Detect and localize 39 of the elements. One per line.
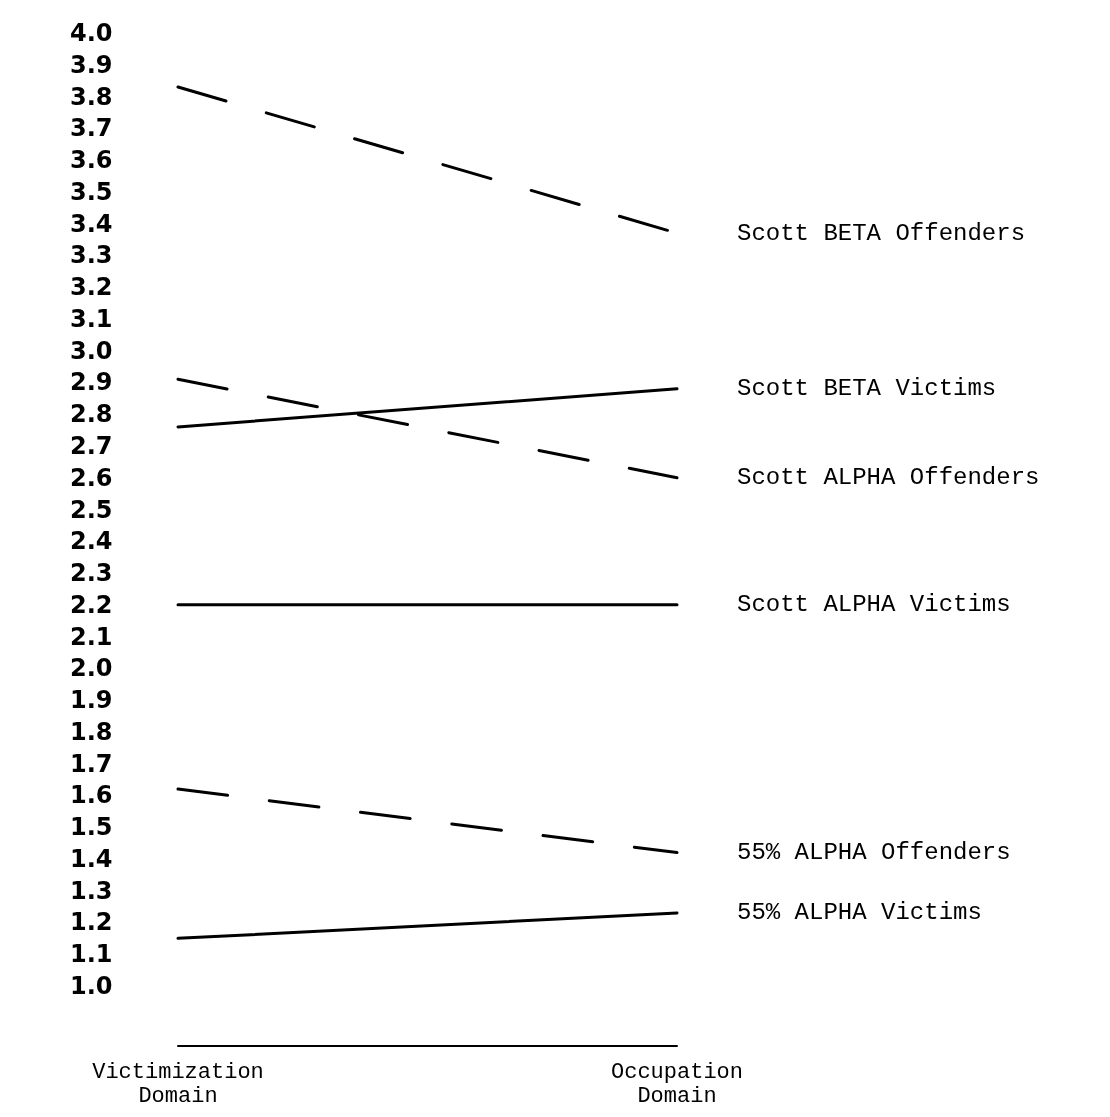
y-tick-label: 2.6 bbox=[70, 463, 113, 492]
text: 55% ALPHA Victims bbox=[737, 899, 982, 927]
y-tick-label: 1.9 bbox=[70, 686, 113, 715]
y-tick-label: 3.0 bbox=[70, 336, 113, 365]
y-tick-label: 2.9 bbox=[70, 368, 113, 397]
y-tick-label: 1.7 bbox=[70, 749, 113, 778]
y-tick-label: 1.5 bbox=[70, 813, 113, 842]
y-tick-label: 2.5 bbox=[70, 495, 113, 524]
y-tick-label: 3.9 bbox=[70, 50, 113, 79]
y-tick-label: 3.8 bbox=[70, 82, 113, 111]
y-tick-label: 1.8 bbox=[70, 717, 113, 746]
y-tick-label: 2.3 bbox=[70, 559, 113, 588]
y-tick-label: 1.6 bbox=[70, 781, 113, 810]
x-tick-label: Occupation Domain bbox=[610, 1059, 744, 1109]
y-tick-label: 1.4 bbox=[70, 844, 113, 873]
y-tick-label: 1.3 bbox=[70, 876, 113, 905]
y-tick-label: 3.1 bbox=[70, 304, 113, 333]
y-tick-label: 2.2 bbox=[70, 590, 113, 619]
y-tick-label: 3.5 bbox=[70, 177, 113, 206]
y-tick-label: 4.0 bbox=[70, 19, 113, 47]
text: Scott BETA Victims bbox=[737, 375, 997, 403]
y-tick-label: 2.1 bbox=[70, 622, 113, 651]
y-tick-label: 3.4 bbox=[70, 209, 113, 238]
y-tick-label: 3.3 bbox=[70, 241, 113, 270]
y-tick-label: 2.0 bbox=[70, 654, 113, 683]
y-tick-label: 3.6 bbox=[70, 146, 113, 175]
y-tick-label: 1.0 bbox=[70, 972, 113, 1000]
y-tick-label: 2.8 bbox=[70, 400, 113, 429]
y-tick-label: 3.7 bbox=[70, 114, 113, 143]
y-tick-label: 1.1 bbox=[70, 940, 113, 969]
text: 55% ALPHA Offenders bbox=[737, 839, 1011, 867]
text: Scott BETA Offenders bbox=[737, 219, 1026, 247]
y-tick-label: 1.2 bbox=[70, 908, 113, 937]
x-tick-label: Victimization Domain bbox=[92, 1059, 264, 1109]
text: Scott ALPHA Offenders bbox=[737, 464, 1040, 492]
y-tick-label: 2.7 bbox=[70, 431, 113, 460]
y-tick-label: 2.4 bbox=[70, 527, 113, 556]
text: Scott ALPHA Victims bbox=[737, 591, 1011, 619]
y-tick-label: 3.2 bbox=[70, 273, 113, 302]
